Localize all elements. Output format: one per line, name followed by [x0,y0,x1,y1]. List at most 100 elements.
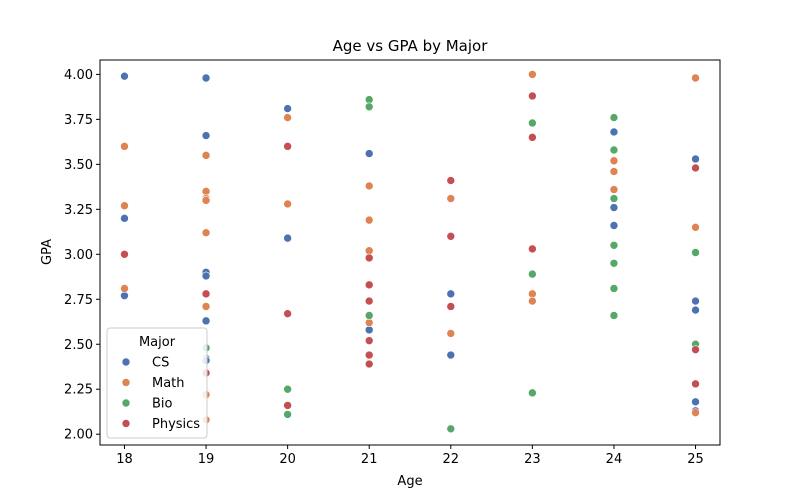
data-point-physics-10 [364,350,374,360]
data-point-cs-22 [691,397,700,407]
chart-title: Age vs GPA by Major [333,37,489,55]
data-point-math-21 [528,296,537,306]
data-point-physics-14 [446,302,456,311]
y-tick-label: 2.50 [64,338,93,353]
y-tick-label: 3.50 [64,158,93,173]
data-point-physics-13 [446,232,456,241]
data-point-bio-4 [364,102,374,112]
y-tick-label: 2.25 [64,383,93,398]
data-point-bio-14 [609,258,619,268]
x-axis-label: Age [397,474,422,489]
data-point-cs-20 [691,296,700,306]
data-point-math-7 [201,228,211,238]
data-point-physics-4 [283,309,292,318]
data-point-math-12 [283,199,292,209]
data-point-bio-13 [609,241,619,250]
data-point-math-11 [283,113,292,122]
data-point-bio-8 [528,269,537,279]
data-point-cs-3 [201,73,211,83]
data-point-physics-5 [283,401,292,410]
x-tick-label: 24 [606,452,623,467]
y-tick-label: 4.00 [64,68,93,83]
x-tick-label: 18 [116,452,133,467]
data-point-physics-3 [283,142,292,151]
data-point-math-23 [609,167,619,176]
y-axis-ticks: 2.00 2.25 2.50 2.75 3.00 3.25 3.50 3.75 4.00 [64,68,100,443]
data-point-math-6 [201,196,211,205]
data-point-math-1 [120,201,129,211]
data-point-math-8 [201,302,211,311]
data-point-math-14 [364,215,374,225]
data-point-math-20 [528,289,537,299]
data-point-cs-15 [446,350,456,360]
data-point-bio-11 [609,145,619,155]
data-point-bio-5 [364,311,374,320]
data-point-cs-11 [283,233,292,243]
data-point-cs-7 [201,316,211,326]
data-point-cs-6 [201,271,211,281]
data-point-physics-1 [201,289,211,299]
data-point-math-0 [120,142,129,151]
legend-marker-cs [121,357,131,367]
data-point-physics-9 [364,336,374,345]
data-point-math-19 [528,70,537,79]
data-point-physics-20 [691,379,700,389]
data-point-cs-18 [609,221,619,230]
data-point-physics-7 [364,280,374,290]
legend-title: Major [139,335,176,350]
legend-box [106,327,208,439]
data-point-cs-17 [609,203,619,212]
data-point-cs-14 [446,289,456,299]
data-point-cs-1 [120,214,129,223]
data-point-physics-8 [364,296,374,306]
legend-label-bio: Bio [152,397,173,412]
data-point-cs-2 [120,291,129,300]
legend-items: CS Math Bio Physics [121,356,200,432]
data-point-math-24 [609,185,619,194]
data-point-math-15 [364,246,374,255]
x-tick-label: 22 [443,452,460,467]
points-layer [120,70,700,434]
y-tick-label: 3.25 [64,203,93,218]
data-point-math-16 [364,318,374,327]
legend-label-math: Math [152,376,185,391]
data-point-cs-12 [364,149,374,158]
data-point-physics-0 [120,250,129,259]
data-point-math-18 [446,329,456,338]
data-point-physics-11 [364,359,374,369]
plot-frame [99,59,721,446]
data-point-math-22 [609,156,619,166]
data-point-bio-12 [609,194,619,203]
data-point-math-17 [446,194,456,203]
data-point-bio-9 [528,388,537,398]
data-point-math-25 [691,73,700,83]
y-tick-label: 3.00 [64,248,93,263]
legend-marker-math [121,378,131,387]
data-point-cs-19 [691,154,700,164]
x-axis-ticks: 18 19 20 21 22 23 24 25 [116,445,704,467]
data-point-cs-4 [201,131,211,140]
data-point-bio-15 [609,284,619,293]
x-tick-label: 23 [524,452,541,467]
data-point-bio-6 [446,424,456,434]
x-tick-label: 25 [687,452,704,467]
data-point-bio-10 [609,113,619,122]
x-tick-label: 19 [198,452,215,467]
legend-marker-physics [121,419,131,428]
data-point-bio-16 [609,311,619,320]
legend-label-cs: CS [152,356,169,371]
axes: 18 19 20 21 22 23 24 25 2.00 2.25 2.50 2.75 3.00 3.2… [64,59,721,467]
y-axis-label: GPA [40,239,55,265]
data-point-cs-0 [120,71,129,81]
data-point-bio-1 [283,384,292,394]
y-tick-label: 2.00 [64,428,93,443]
data-point-physics-6 [364,253,374,263]
data-point-physics-12 [446,176,456,185]
data-point-math-26 [691,223,700,232]
data-point-cs-21 [691,305,700,315]
data-point-physics-18 [691,163,700,173]
data-point-physics-15 [528,91,537,101]
data-point-cs-13 [364,325,374,335]
